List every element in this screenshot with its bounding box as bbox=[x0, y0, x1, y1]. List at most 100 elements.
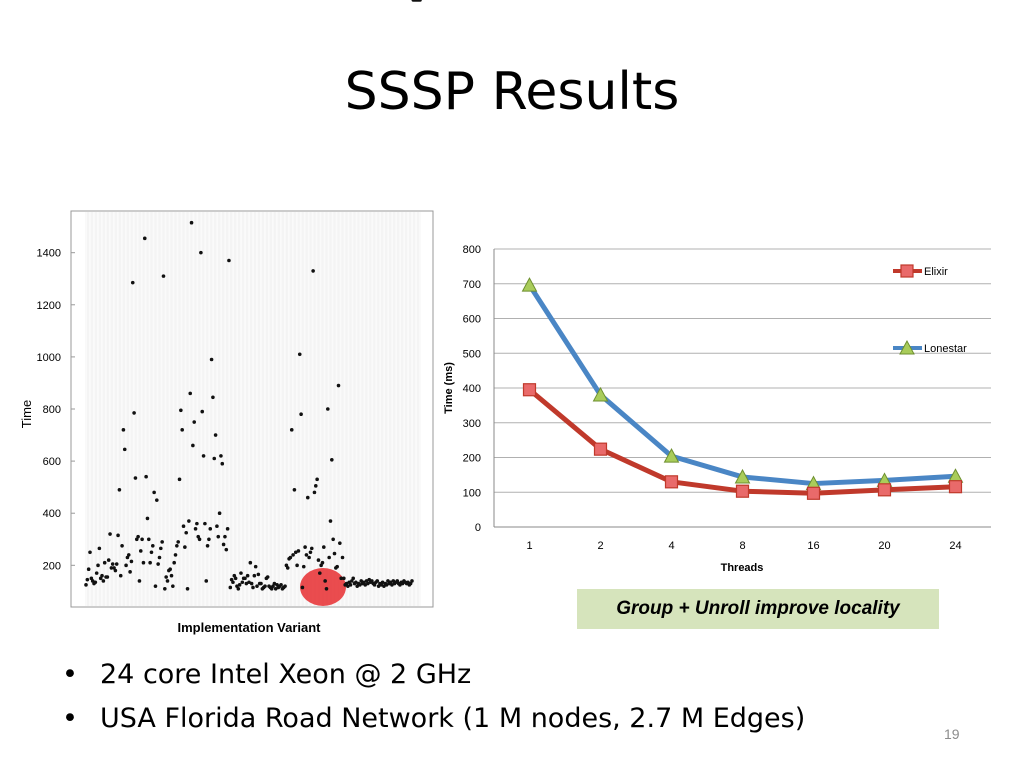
scatter-point bbox=[304, 553, 309, 557]
scatter-point bbox=[217, 511, 222, 516]
scatter-point bbox=[183, 545, 187, 549]
bullet-item: 24 core Intel Xeon @ 2 GHz bbox=[60, 655, 805, 699]
line-y-ticks: 0 100 200 300 400 500 600 700 800 bbox=[463, 244, 481, 534]
scatter-point bbox=[245, 573, 250, 578]
scatter-point bbox=[96, 563, 100, 568]
scatter-point bbox=[366, 581, 370, 586]
scatter-point bbox=[117, 487, 122, 492]
line-y-tick-label: 800 bbox=[463, 244, 481, 256]
data-point-elixir bbox=[948, 480, 963, 494]
scatter-point bbox=[179, 408, 183, 413]
scatter-point bbox=[204, 579, 209, 583]
scatter-point bbox=[375, 579, 380, 583]
scatter-point bbox=[322, 545, 326, 549]
scatter-point bbox=[326, 407, 330, 411]
data-point-elixir bbox=[593, 442, 608, 456]
slide-title: SSSP Results bbox=[344, 62, 680, 122]
scatter-point bbox=[351, 576, 356, 581]
scatter-point bbox=[88, 550, 92, 555]
scatter-point bbox=[101, 579, 106, 583]
scatter-point bbox=[126, 553, 131, 557]
scatter-y-tick-label: 1200 bbox=[37, 300, 61, 312]
scatter-x-axis-label: Implementation Variant bbox=[177, 620, 321, 635]
scatter-point bbox=[312, 490, 317, 495]
scatter-point bbox=[285, 566, 290, 570]
scatter-point bbox=[307, 555, 311, 560]
scatter-point bbox=[221, 542, 226, 547]
scatter-point bbox=[255, 584, 259, 588]
line-x-tick-label: 8 bbox=[739, 540, 745, 552]
scatter-point bbox=[197, 537, 202, 542]
callout-text: Group + Unroll improve locality bbox=[616, 598, 900, 619]
data-point-lonestar bbox=[734, 468, 751, 484]
scatter-y-tick-label: 1000 bbox=[37, 352, 61, 364]
scatter-point bbox=[327, 555, 331, 560]
scatter-point bbox=[390, 583, 394, 587]
scatter-point bbox=[159, 546, 163, 551]
scatter-point bbox=[136, 534, 140, 539]
scatter-point bbox=[138, 549, 143, 553]
scatter-point bbox=[199, 250, 203, 255]
scatter-point bbox=[348, 583, 353, 587]
line-x-tick-label: 24 bbox=[949, 540, 961, 552]
scatter-point bbox=[279, 583, 283, 587]
scatter-point bbox=[291, 553, 295, 557]
scatter-point bbox=[263, 584, 267, 588]
scatter-point bbox=[124, 563, 128, 568]
line-y-tick-label: 200 bbox=[463, 453, 481, 465]
scatter-point bbox=[100, 573, 104, 578]
scatter-point bbox=[318, 571, 322, 575]
scatter-point bbox=[300, 585, 305, 590]
scatter-point bbox=[193, 527, 198, 531]
scatter-y-tick-label: 800 bbox=[43, 404, 61, 416]
scatter-point bbox=[219, 454, 223, 458]
line-x-ticks: 1 2 4 8 16 20 24 bbox=[526, 540, 961, 552]
scatter-point bbox=[97, 546, 102, 551]
scatter-point bbox=[384, 583, 389, 587]
line-x-axis-label: Threads bbox=[721, 562, 764, 574]
scatter-point bbox=[228, 585, 233, 590]
scatter-y-ticks: 200 400 600 800 1000 1200 1400 bbox=[37, 248, 75, 572]
scatter-point bbox=[328, 519, 333, 523]
line-x-tick-label: 1 bbox=[526, 540, 532, 552]
line-x-tick-label: 2 bbox=[597, 540, 603, 552]
line-y-tick-label: 500 bbox=[463, 348, 481, 360]
scatter-point bbox=[331, 537, 335, 542]
scatter-point bbox=[163, 586, 167, 591]
scatter-point bbox=[165, 579, 170, 583]
scatter-point bbox=[200, 409, 205, 414]
scatter-point bbox=[133, 476, 138, 480]
scatter-point bbox=[161, 274, 166, 278]
scatter-point bbox=[225, 527, 230, 531]
scatter-point bbox=[211, 395, 215, 400]
scatter-y-tick-label: 400 bbox=[43, 508, 61, 520]
scatter-point bbox=[252, 573, 257, 578]
scatter-point bbox=[216, 534, 221, 539]
scatter-point bbox=[295, 563, 299, 568]
line-y-tick-label: 100 bbox=[463, 487, 481, 499]
scatter-point bbox=[220, 461, 225, 466]
scatter-point bbox=[324, 586, 329, 591]
scatter-y-tick-label: 200 bbox=[43, 560, 61, 572]
scatter-point bbox=[296, 549, 301, 553]
scatter-point bbox=[301, 564, 306, 569]
scatter-point bbox=[181, 524, 186, 529]
scatter-point bbox=[160, 540, 164, 544]
series-line-lonestar bbox=[527, 283, 956, 487]
scatter-point bbox=[129, 559, 134, 564]
scatter-point bbox=[243, 576, 247, 581]
line-legend: Elixir Lonestar bbox=[893, 264, 967, 355]
scatter-point bbox=[346, 584, 350, 588]
scatter-point bbox=[340, 555, 345, 560]
scatter-point bbox=[148, 560, 152, 565]
scatter-point bbox=[122, 447, 127, 452]
scatter-point bbox=[110, 562, 115, 566]
scatter-point bbox=[173, 553, 178, 557]
scatter-point bbox=[283, 584, 287, 588]
scatter-point bbox=[233, 576, 238, 581]
scatter-point bbox=[137, 579, 142, 583]
callout-box: Group + Unroll improve locality bbox=[577, 589, 939, 629]
bullet-list: 24 core Intel Xeon @ 2 GHz USA Florida R… bbox=[60, 655, 805, 743]
scatter-point bbox=[121, 428, 126, 432]
